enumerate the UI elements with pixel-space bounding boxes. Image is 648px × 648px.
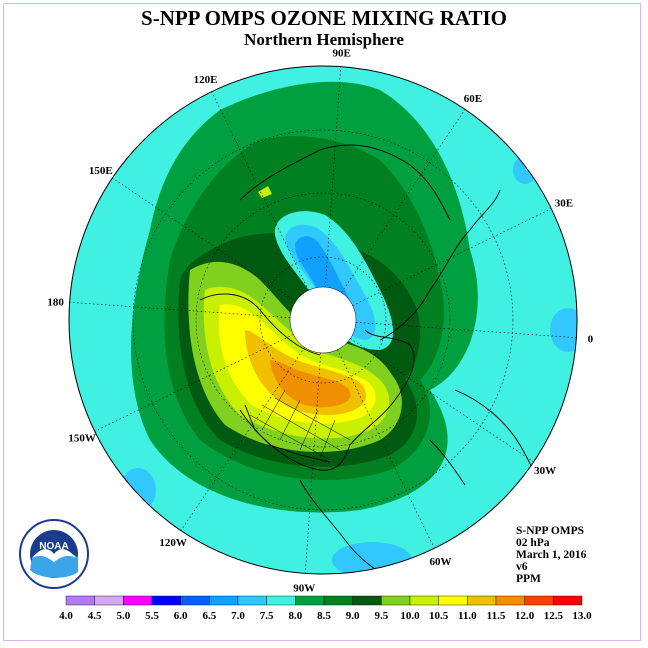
longitude-label-0: 90E [333,48,351,60]
noaa-logo: NOAA [19,519,89,589]
map-title: S-NPP OMPS OZONE MIXING RATIO [141,6,507,30]
longitude-label-9: 180 [47,296,64,308]
colorbar-tick-13: 10.5 [429,610,449,622]
longitude-label-1: 60E [464,93,482,105]
longitude-label-7: 120W [159,537,187,549]
ozone-patch-southwest [120,468,156,512]
colorbar-tick-18: 13.0 [572,610,592,622]
ozone-patch-max-siberia [258,186,272,198]
longitude-label-2: 30E [555,198,573,210]
colorbar-swatch-9 [323,595,353,606]
colorbar-tick-17: 12.5 [544,610,564,622]
colorbar-swatch-11 [381,595,411,606]
ozone-patch-south [332,542,412,574]
info-level: 02 hPa [516,537,550,549]
polar-gap [289,286,357,354]
longitude-label-5: 60W [429,556,451,568]
longitude-label-10: 150E [89,165,113,177]
info-units: PPM [516,573,541,585]
colorbar-swatch-14 [467,595,497,606]
colorbar-swatch-10 [352,595,382,606]
ozone-patch-east [550,308,577,352]
colorbar-swatch-7 [266,595,296,606]
colorbar-swatch-13 [438,595,468,606]
colorbar-swatch-2 [123,595,153,606]
ozone-patch-northeast [513,156,537,184]
ozone-contour-11-5 [270,360,351,408]
colorbar-swatch-5 [209,595,239,606]
map-outline [68,65,578,575]
longitude-label-4: 30W [534,465,556,477]
colorbar-swatch-3 [151,595,181,606]
info-version: v6 [516,561,528,573]
colorbar-tick-2: 5.0 [116,610,130,622]
colorbar-swatch-12 [409,595,439,606]
colorbar-swatch-4 [180,595,210,606]
colorbar-tick-5: 6.5 [202,610,216,622]
colorbar-swatch-6 [237,595,267,606]
colorbar-tick-10: 9.0 [346,610,360,622]
state-boundaries [249,389,351,461]
colorbar-tick-0: 4.0 [59,610,73,622]
colorbar-tick-1: 4.5 [88,610,102,622]
colorbar-swatch-15 [495,595,525,606]
colorbar-tick-9: 8.5 [317,610,331,622]
colorbar-swatch-1 [94,595,124,606]
colorbar-tick-16: 12.0 [515,610,535,622]
longitude-label-3: 0 [588,334,594,346]
info-block: S-NPP OMPS 02 hPa March 1, 2016 v6 PPM [516,525,586,585]
colorbar-tick-15: 11.5 [487,610,506,622]
longitude-label-11: 120E [194,74,218,86]
colorbar-tick-7: 7.5 [260,610,274,622]
longitude-label-6: 90W [293,582,315,594]
colorbar-tick-11: 9.5 [374,610,388,622]
figure-frame [3,3,641,641]
noaa-logo-text: NOAA [39,541,68,552]
colorbar-swatch-17 [553,595,583,606]
colorbar-tick-3: 5.5 [145,610,159,622]
colorbar-swatch-8 [295,595,325,606]
colorbar-tick-4: 6.0 [174,610,188,622]
info-date: March 1, 2016 [516,549,587,561]
colorbar-swatch-0 [65,595,95,606]
colorbar-swatch-16 [524,595,554,606]
colorbar-tick-12: 10.0 [400,610,420,622]
colorbar-tick-8: 8.0 [288,610,302,622]
colorbar-tick-6: 7.0 [231,610,245,622]
colorbar: 4.0 4.5 5.0 5.5 6.0 6.5 7.0 7.5 8.0 8.5 9.0 9.5 10.0… [59,595,592,622]
info-instrument: S-NPP OMPS [516,525,585,537]
map-subtitle: Northern Hemisphere [244,30,404,49]
colorbar-tick-14: 11.0 [458,610,477,622]
longitude-label-8: 150W [68,432,96,444]
